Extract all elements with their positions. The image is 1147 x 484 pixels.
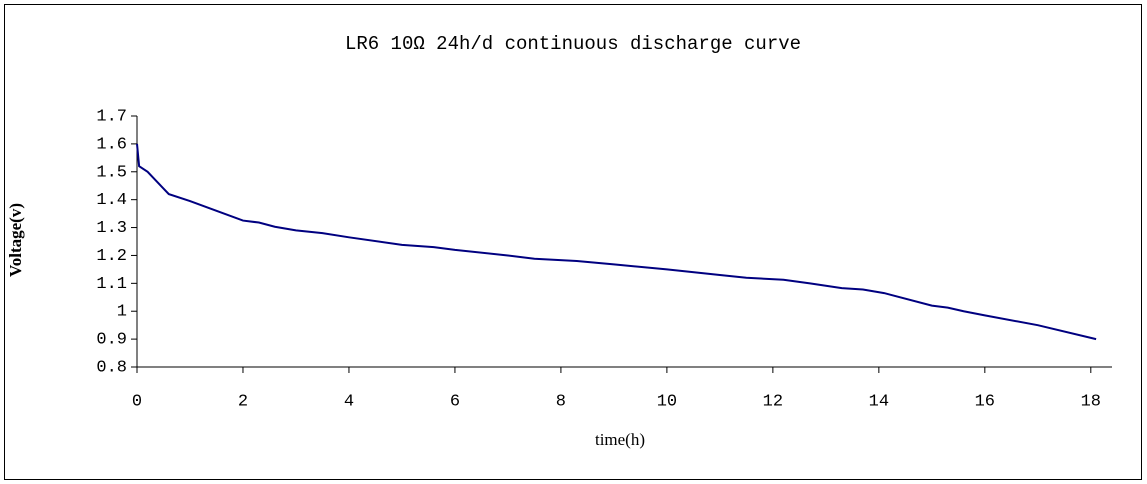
y-tick-label: 1 xyxy=(117,303,127,322)
y-tick-label: 0.8 xyxy=(96,358,127,377)
y-tick-label: 1.5 xyxy=(96,163,127,182)
y-tick-label: 1.1 xyxy=(96,275,127,294)
x-tick-label: 4 xyxy=(344,392,354,411)
y-axis-label: Voltage(v) xyxy=(6,203,25,277)
data-line xyxy=(136,143,1097,341)
x-tick-label: 0 xyxy=(132,392,142,411)
y-tick-label: 1.3 xyxy=(96,219,127,238)
chart-border xyxy=(4,4,1142,480)
y-tick-label: 1.6 xyxy=(96,135,127,154)
y-tick-label: 1.4 xyxy=(96,191,127,210)
y-tick-label: 1.7 xyxy=(96,107,127,126)
y-tick-label: 1.2 xyxy=(96,247,127,266)
x-tick-label: 16 xyxy=(975,392,995,411)
x-tick-label: 12 xyxy=(763,392,783,411)
x-tick-label: 18 xyxy=(1081,392,1101,411)
x-tick-label: 2 xyxy=(238,392,248,411)
x-axis-label: time(h) xyxy=(595,430,645,449)
x-tick-label: 14 xyxy=(869,392,889,411)
x-tick-label: 6 xyxy=(450,392,460,411)
chart-title: LR6 10Ω 24h/d continuous discharge curve xyxy=(345,33,801,55)
x-tick-label: 10 xyxy=(657,392,677,411)
y-tick-label: 0.9 xyxy=(96,331,127,350)
x-tick-label: 8 xyxy=(556,392,566,411)
